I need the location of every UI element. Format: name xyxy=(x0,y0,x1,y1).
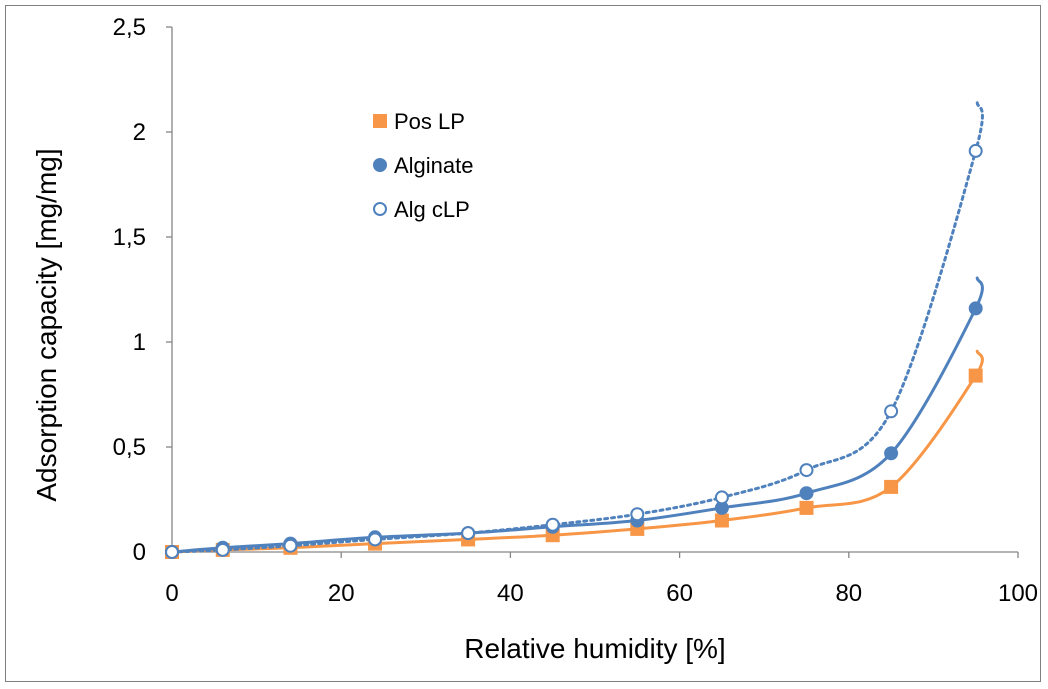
trendline-alg-clp xyxy=(170,100,984,554)
data-points xyxy=(165,143,983,559)
legend-marker-alg-clp xyxy=(373,202,387,216)
trendline-alginate xyxy=(170,276,984,554)
data-point-alg-clp xyxy=(368,532,383,547)
x-tick-label: 0 xyxy=(165,580,178,607)
y-tick-label: 1,5 xyxy=(113,224,146,251)
data-point-alg-clp xyxy=(799,463,814,478)
trendlines xyxy=(170,100,984,554)
data-point-pos-lp xyxy=(799,500,814,515)
data-point-alg-clp xyxy=(545,517,560,532)
y-tick-label: 1 xyxy=(133,329,146,356)
data-point-alg-clp xyxy=(461,526,476,541)
y-tick-label: 0 xyxy=(133,539,146,566)
legend-label-alginate: Alginate xyxy=(394,153,474,178)
data-point-alg-clp xyxy=(884,404,899,419)
data-point-alg-clp xyxy=(968,143,983,158)
chart-frame xyxy=(5,5,1041,682)
legend: Pos LP Alginate Alg cLP xyxy=(373,109,474,222)
legend-label-alg-clp: Alg cLP xyxy=(394,197,470,222)
data-point-pos-lp xyxy=(968,368,983,383)
data-point-alg-clp xyxy=(165,545,179,559)
axes xyxy=(171,27,1018,553)
data-point-alg-clp xyxy=(283,538,298,553)
data-point-pos-lp xyxy=(884,479,899,494)
x-tick-label: 80 xyxy=(835,580,862,607)
legend-label-pos-lp: Pos LP xyxy=(394,109,465,134)
x-ticks: 0 20 40 60 80 100 xyxy=(165,552,1038,607)
data-point-alg-clp xyxy=(630,507,645,522)
data-point-pos-lp xyxy=(714,513,729,528)
x-tick-label: 100 xyxy=(998,580,1038,607)
x-tick-label: 20 xyxy=(328,580,355,607)
x-axis-title: Relative humidity [%] xyxy=(464,633,725,664)
y-axis-title: Adsorption capacity [mg/mg] xyxy=(31,148,62,501)
x-tick-label: 60 xyxy=(666,580,693,607)
y-tick-label: 0,5 xyxy=(113,434,146,461)
data-point-alg-clp xyxy=(215,542,230,557)
data-point-alginate xyxy=(884,446,899,461)
data-point-alg-clp xyxy=(714,490,729,505)
y-tick-label: 2,5 xyxy=(113,14,146,41)
data-point-alginate xyxy=(968,301,983,316)
legend-marker-pos-lp xyxy=(373,114,387,128)
y-tick-label: 2 xyxy=(133,119,146,146)
y-ticks: 0 0,5 1 1,5 2 2,5 xyxy=(113,14,172,566)
x-tick-label: 40 xyxy=(497,580,524,607)
legend-marker-alginate xyxy=(373,158,387,172)
data-point-alginate xyxy=(799,486,814,501)
